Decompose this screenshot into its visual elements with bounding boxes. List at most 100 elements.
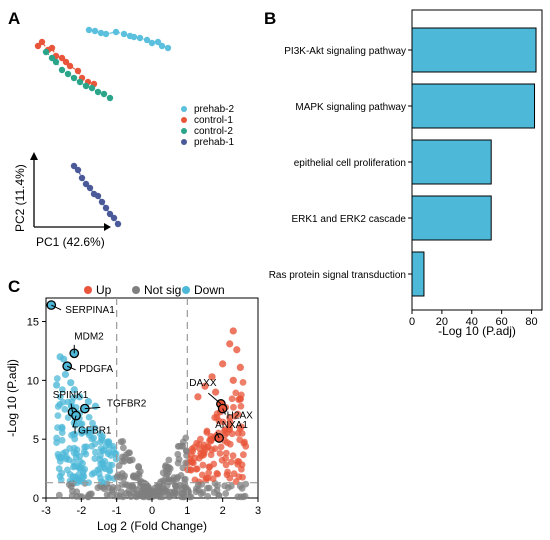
volcano-point [222,461,230,469]
volcano-point [198,471,206,479]
volcano-point [177,481,185,489]
volcano-point [120,457,128,465]
gene-label: MDM2 [74,331,104,342]
volcano-point [113,473,121,481]
volcano-point [226,418,234,426]
volcano-point [94,484,102,492]
gene-label-leader [222,408,226,415]
pca-point [164,44,172,52]
pca-point [102,204,110,212]
volcano-point [201,382,209,390]
gene-label-leader [207,392,222,405]
volcano-point [228,430,236,438]
volcano-point [222,449,230,457]
pca-point [42,48,50,56]
volcano-point [193,465,201,473]
volcano-point [53,439,61,446]
volcano-point [223,471,231,479]
volcano-point [199,489,207,496]
gene-label-leader [84,406,101,410]
volcano-legend-label: Not sig [144,283,181,297]
volcano-point [61,405,69,413]
volcano-point [229,327,237,335]
volcano-point [222,490,230,497]
volcano-x-tick-label: -1 [112,505,122,517]
volcano-point [209,475,217,483]
pca-point [112,28,120,36]
pca-point [154,38,162,46]
legend-marker-prehab-2 [181,106,187,112]
volcano-point [165,456,173,464]
volcano-point [182,434,190,442]
bar-x-tick-label: 80 [525,316,537,328]
volcano-point [66,445,74,452]
volcano-point [221,427,228,435]
volcano-point [182,447,190,455]
volcano-point [163,487,171,495]
enrichment-bar-chart: PI3K-Akt signaling pathway MAPK signaling… [269,9,543,338]
volcano-point [91,424,99,432]
bar [411,195,492,241]
pca-point [70,162,78,170]
bar-x-tick-label: 0 [409,316,415,328]
volcano-point [171,487,179,495]
volcano-point [239,451,247,459]
pca-axes: PC1 (42.6%) PC2 (11.4%) [13,152,111,249]
bar [411,83,536,129]
pca-point [48,54,56,62]
volcano-point [91,455,99,462]
volcano-y-tick-label: 15 [27,317,39,329]
pca-point [85,26,93,34]
volcano-point [85,413,93,421]
gene-label-leader [72,415,77,427]
volcano-y-label: -Log 10 (P.adj) [5,359,19,437]
volcano-point [96,465,104,473]
volcano-point [219,360,227,368]
panel-letter-b: B [264,9,276,28]
pca-point [98,198,106,206]
volcano-point [88,490,95,498]
volcano-point [227,458,235,466]
volcano-point [98,434,105,442]
pca-group-lines [37,29,169,225]
volcano-point [53,381,61,389]
volcano-point [101,457,109,465]
pca-point [82,82,90,90]
pca-line-control-2 [45,51,111,99]
volcano-point [70,430,78,438]
volcano-point [192,488,200,496]
bar-x-tick-label: 40 [466,316,478,328]
bar [411,251,425,297]
pca-point [114,220,122,228]
bars: PI3K-Akt signaling pathway MAPK signaling… [269,27,537,297]
volcano-point [133,493,140,501]
volcano-point [226,440,234,448]
volcano-plot: Up Not sig Down SERPINA1 MDM2 PDGFA SPINK1 TGF… [5,283,261,533]
pca-x-arrowhead [104,223,111,231]
volcano-point [78,478,86,485]
volcano-point [194,393,202,401]
pca-point [52,58,60,66]
gene-label: TGFBR2 [107,399,147,410]
volcano-point [186,466,194,473]
volcano-point [91,440,99,448]
volcano-point [232,389,240,397]
pca-point [58,66,66,74]
pca-point [110,214,118,222]
volcano-point [60,355,68,363]
gene-label: PDGFA [79,364,113,375]
volcano-x-tick-label: 0 [149,505,155,517]
volcano-point [90,469,98,477]
gene-label: DAXX [189,378,217,389]
pca-point [64,70,72,78]
volcano-point [221,482,229,490]
volcano-point [241,438,248,446]
gene-label-leader [51,304,62,311]
volcano-point [229,452,237,460]
pca-y-arrowhead [30,152,38,160]
pca-point [130,33,138,41]
volcano-point [79,460,86,467]
bar-x-tick-label: 20 [436,316,448,328]
